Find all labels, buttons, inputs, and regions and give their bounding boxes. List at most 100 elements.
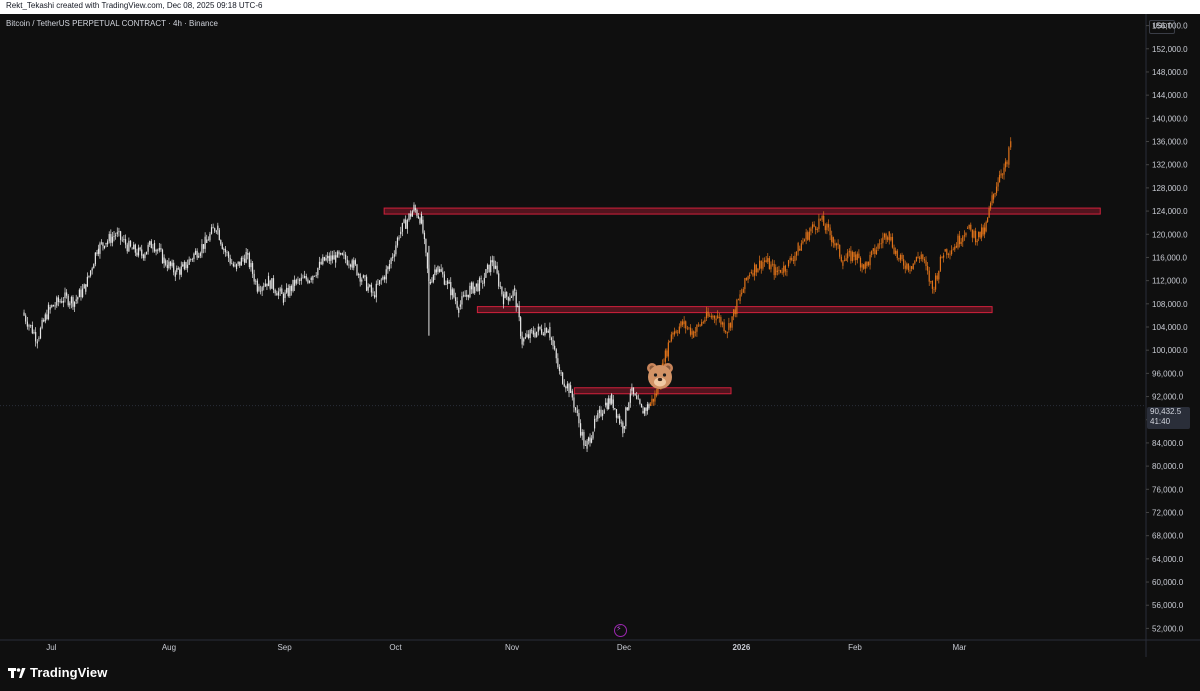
candle-body [231,263,233,265]
candle-body [102,242,104,246]
candle-body [469,285,471,298]
price-tick-label: 64,000.0 [1152,555,1184,564]
candle-body [619,415,621,424]
price-tick-label: 148,000.0 [1152,68,1188,77]
candle-body [890,236,892,241]
candle-body [81,288,84,298]
candle-body [517,305,519,308]
candle-body [859,257,862,268]
candle-body [863,264,865,269]
candle-body [432,275,434,282]
candle-body [97,248,100,254]
candle-body [915,256,918,262]
candle-body [598,409,601,414]
candle-body [617,415,619,418]
candle-body [759,260,761,269]
candle-body [144,254,146,259]
brand-name: TradingView [30,665,108,680]
candle-body [524,336,526,339]
candle-body [124,239,127,245]
candle-body [88,275,90,277]
candle-body [23,312,25,316]
candle-body [823,215,825,226]
candle-body [367,286,369,291]
candle-body [111,236,114,243]
candle-body [279,288,281,292]
price-chart[interactable]: 156,000.0 152,000.0 148,000.0 144,000.0 140,… [0,0,1200,657]
candle-body [196,250,198,258]
candle-body [41,319,43,329]
candle-body [237,261,239,265]
candle-body [176,268,178,272]
candle-body [86,276,88,287]
candle-body [689,327,692,335]
candle-body [960,241,962,245]
candle-body [110,234,112,243]
price-tick-label: 96,000.0 [1152,369,1184,378]
candle-body [681,321,684,325]
candle-body [521,336,523,345]
candle-body [826,224,828,231]
candle-body [872,248,874,252]
price-tick-label: 128,000.0 [1152,184,1188,193]
candle-body [794,255,796,262]
candle-body [313,275,316,277]
candle-body [198,255,200,258]
candle-body [388,264,391,270]
candle-body [512,290,514,297]
price-tick-label: 60,000.0 [1152,578,1184,587]
candle-body [429,281,432,284]
candle-body [729,323,732,328]
candle-body [446,280,449,285]
candle-body [755,264,757,273]
candle-body [89,270,92,276]
candle-body [292,279,294,291]
candle-body [789,257,791,261]
candle-body [851,252,854,261]
candle-body [49,307,51,310]
candle-body [997,182,999,187]
candle-body [620,422,622,424]
candle-body [243,258,246,263]
candle-body [666,350,668,357]
candle-body [938,270,940,280]
tradingview-logo[interactable]: TradingView [8,665,107,680]
candle-body [861,264,863,268]
lightning-icon[interactable] [614,624,627,637]
candle-body [688,327,690,329]
candle-body [632,387,635,395]
candle-body [312,275,314,281]
candle-body [498,273,500,287]
chart-area[interactable]: Bitcoin / TetherUS PERPETUAL CONTRACT · … [0,14,1200,657]
candle-body [57,297,60,302]
candle-body [609,398,611,404]
price-tick-label: 108,000.0 [1152,300,1188,309]
candle-body [532,330,534,335]
candle-body [351,260,353,268]
candle-body [431,281,433,283]
candle-body [602,413,604,416]
candle-body [182,264,184,267]
credit-text: Rekt_Tekashi created with TradingView.co… [6,1,263,10]
candle-body [545,327,548,333]
candle-body [883,233,886,238]
candle-body [281,288,283,294]
candle-body [266,283,268,287]
candle-body [827,224,830,228]
candle-body [697,324,700,326]
candle-body [691,331,693,335]
candle-body [853,252,855,257]
candle-body [824,225,826,231]
candle-body [44,314,46,322]
candle-body [605,402,607,406]
currency-unit-button[interactable]: USDT [1149,20,1175,34]
candle-body [981,227,983,238]
candle-body [333,255,335,260]
candle-body [952,249,954,251]
candle-body [43,319,45,322]
candle-body [589,437,591,443]
candle-body [171,262,173,266]
price-tick-label: 52,000.0 [1152,624,1184,633]
candle-body [73,301,76,307]
candle-body [47,304,50,320]
